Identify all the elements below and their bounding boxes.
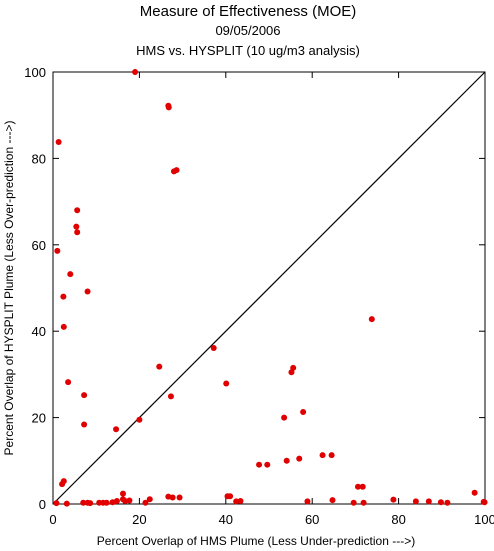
data-point <box>87 500 94 507</box>
data-point <box>59 481 66 488</box>
data-point <box>390 496 397 503</box>
x-tick-label: 100 <box>474 512 494 527</box>
y-tick-label: 40 <box>32 324 46 339</box>
data-point <box>55 138 62 145</box>
data-point <box>481 499 488 506</box>
data-point <box>368 316 375 323</box>
data-point <box>74 229 81 236</box>
y-axis-label: Percent Overlap of HYSPLIT Plume (Less O… <box>2 121 16 456</box>
data-point <box>126 497 133 504</box>
data-point <box>283 457 290 464</box>
y-axis-ticks: 0 20 40 60 80 100 <box>24 65 485 512</box>
data-point <box>328 452 335 459</box>
data-point <box>119 490 126 497</box>
y-tick-label: 20 <box>32 411 46 426</box>
y-tick-label: 60 <box>32 238 46 253</box>
y-tick-label: 100 <box>24 65 46 80</box>
data-point <box>142 499 149 506</box>
one-to-one-reference-line <box>52 71 486 505</box>
data-point <box>103 499 110 506</box>
data-point <box>60 293 67 300</box>
data-point <box>319 452 326 459</box>
data-point <box>169 494 176 501</box>
data-point <box>296 455 303 462</box>
data-point <box>173 167 180 174</box>
data-point <box>122 497 129 504</box>
data-point <box>223 380 230 387</box>
data-point <box>281 414 288 421</box>
data-point <box>53 500 60 507</box>
data-point <box>109 499 116 506</box>
x-tick-label: 80 <box>391 512 405 527</box>
data-point <box>237 497 244 504</box>
data-point <box>113 426 120 433</box>
data-point <box>54 247 61 254</box>
x-axis-ticks: 0 20 40 60 80 100 <box>49 72 494 527</box>
data-point <box>412 498 419 505</box>
data-point <box>437 499 444 506</box>
data-points <box>53 69 488 507</box>
data-point <box>256 461 263 468</box>
data-point <box>360 499 367 506</box>
data-point <box>136 416 143 423</box>
x-tick-label: 0 <box>49 512 56 527</box>
data-point <box>354 483 361 490</box>
data-point <box>156 363 163 370</box>
data-point <box>227 493 234 500</box>
y-tick-label: 80 <box>32 151 46 166</box>
x-tick-label: 60 <box>305 512 319 527</box>
x-tick-label: 40 <box>219 512 233 527</box>
data-point <box>81 392 88 399</box>
plot-area-frame <box>52 71 486 505</box>
data-point <box>304 498 311 505</box>
chart-subtitle-analysis: HMS vs. HYSPLIT (10 ug/m3 analysis) <box>136 43 360 58</box>
data-point <box>74 207 81 214</box>
y-tick-label: 0 <box>39 497 46 512</box>
data-point <box>165 104 172 111</box>
data-point <box>63 500 70 507</box>
data-point <box>359 483 366 490</box>
data-point <box>329 497 336 504</box>
data-point <box>350 499 357 506</box>
data-point <box>264 461 271 468</box>
data-point <box>425 498 432 505</box>
chart-title: Measure of Effectiveness (MOE) <box>140 3 356 20</box>
data-point <box>73 223 80 230</box>
data-point <box>210 345 217 352</box>
data-point <box>81 421 88 428</box>
x-tick-label: 20 <box>132 512 146 527</box>
data-point <box>146 496 153 503</box>
data-point <box>471 489 478 496</box>
x-axis-label: Percent Overlap of HMS Plume (Less Under… <box>97 534 415 548</box>
data-point <box>67 271 74 278</box>
data-point <box>300 408 307 415</box>
data-point <box>167 393 174 400</box>
data-point <box>233 498 240 505</box>
data-point <box>65 379 72 386</box>
data-point <box>80 499 87 506</box>
data-point <box>176 494 183 501</box>
chart-subtitle-date: 09/05/2006 <box>215 23 280 38</box>
data-point <box>84 288 91 295</box>
data-point <box>444 499 451 506</box>
data-point <box>288 369 295 376</box>
data-point <box>132 69 139 75</box>
data-point <box>60 323 67 330</box>
